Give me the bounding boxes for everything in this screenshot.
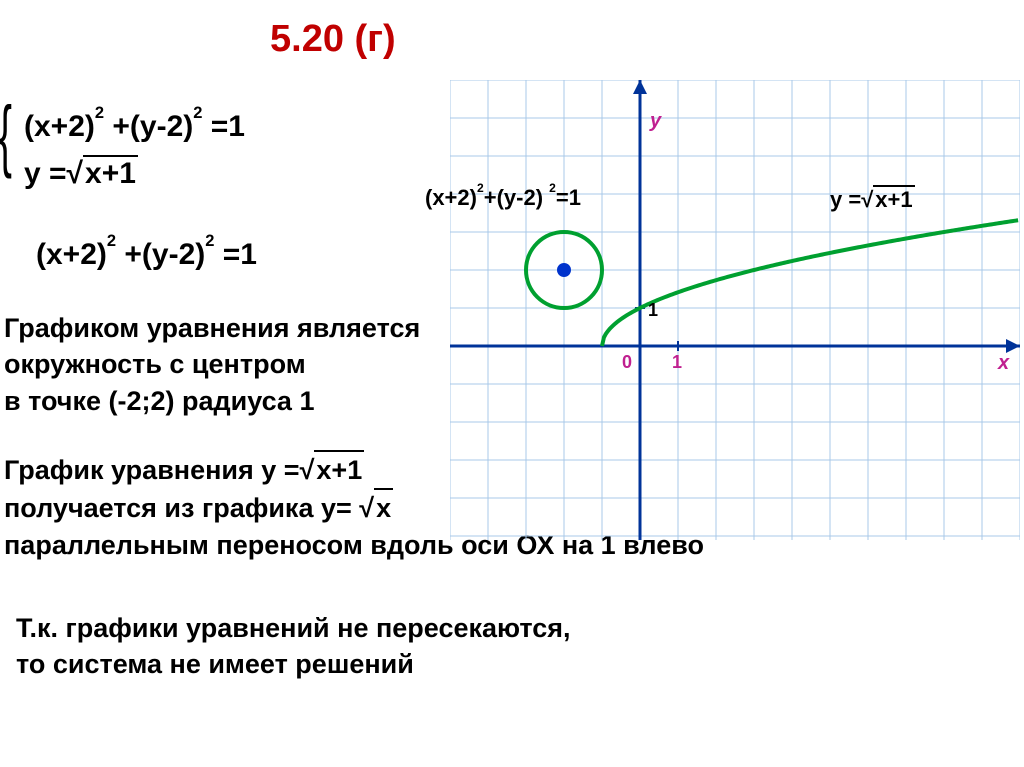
- axis-label-y: y: [650, 110, 661, 133]
- eq1-part2: +(y-2): [104, 110, 193, 143]
- problem-title: 5.20 (г): [270, 18, 396, 61]
- axis-label-x: x: [998, 352, 1009, 375]
- equation-3: (x+2)2 +(y-2)2 =1: [36, 238, 257, 272]
- eq3-part1: (x+2): [36, 238, 107, 271]
- eq1-part1: (x+2): [24, 110, 95, 143]
- seq-radicand: x+1: [873, 185, 914, 213]
- chart-circle-eq: (x+2)2+(y-2) 2=1: [425, 185, 581, 211]
- exp2-prefix: График уравнения у =: [4, 455, 300, 485]
- conclusion: Т.к. графики уравнений не пересекаются, …: [16, 610, 571, 683]
- ceq-p1: (x+2): [425, 185, 477, 210]
- sqrt-icon: √: [67, 157, 83, 191]
- axis-label-origin: 0: [622, 352, 632, 373]
- ceq-s1: 2: [477, 181, 484, 195]
- eq3-sup2: 2: [205, 232, 214, 250]
- explanation-1: Графиком уравнения является окружность с…: [4, 310, 420, 419]
- system-brace: {: [0, 95, 12, 175]
- eq2-radicand: x+1: [83, 155, 138, 191]
- exp1-line1: Графиком уравнения является: [4, 310, 420, 346]
- axis-label-one-y: 1: [648, 300, 658, 321]
- ceq-s2: 2: [549, 181, 556, 195]
- eq2-prefix: у =: [24, 157, 67, 190]
- equation-2: у =√x+1: [24, 155, 138, 191]
- ceq-p2: +(y-2): [484, 185, 549, 210]
- equation-1: (x+2)2 +(y-2)2 =1: [24, 110, 245, 144]
- exp1-line3: в точке (-2;2) радиуса 1: [4, 383, 420, 419]
- eq1-part3: =1: [202, 110, 245, 143]
- exp1-line2: окружность с центром: [4, 346, 420, 382]
- conclusion-line2: то система не имеет решений: [16, 646, 571, 682]
- eq3-part3: =1: [214, 238, 257, 271]
- eq1-sup1: 2: [95, 104, 104, 122]
- ceq-p3: =1: [556, 185, 581, 210]
- eq3-sup1: 2: [107, 232, 116, 250]
- conclusion-line1: Т.к. графики уравнений не пересекаются,: [16, 610, 571, 646]
- eq3-part2: +(y-2): [116, 238, 205, 271]
- axis-label-one-x: 1: [672, 352, 682, 373]
- exp2-line2-radicand: x: [374, 488, 393, 526]
- chart-svg: [450, 80, 1020, 540]
- chart-sqrt-eq: у =√ x+1: [830, 185, 915, 213]
- exp2-line2-prefix: получается из графика у=: [4, 493, 359, 523]
- sqrt-icon: √: [359, 490, 374, 526]
- sqrt-icon: √: [300, 452, 315, 488]
- seq-prefix: у =: [830, 187, 861, 212]
- exp2-radicand: x+1: [314, 450, 364, 488]
- coordinate-chart: (x+2)2+(y-2) 2=1 у =√ x+1 y x 0 1 1: [450, 80, 1020, 540]
- eq1-sup2: 2: [193, 104, 202, 122]
- sqrt-icon: √: [861, 187, 873, 213]
